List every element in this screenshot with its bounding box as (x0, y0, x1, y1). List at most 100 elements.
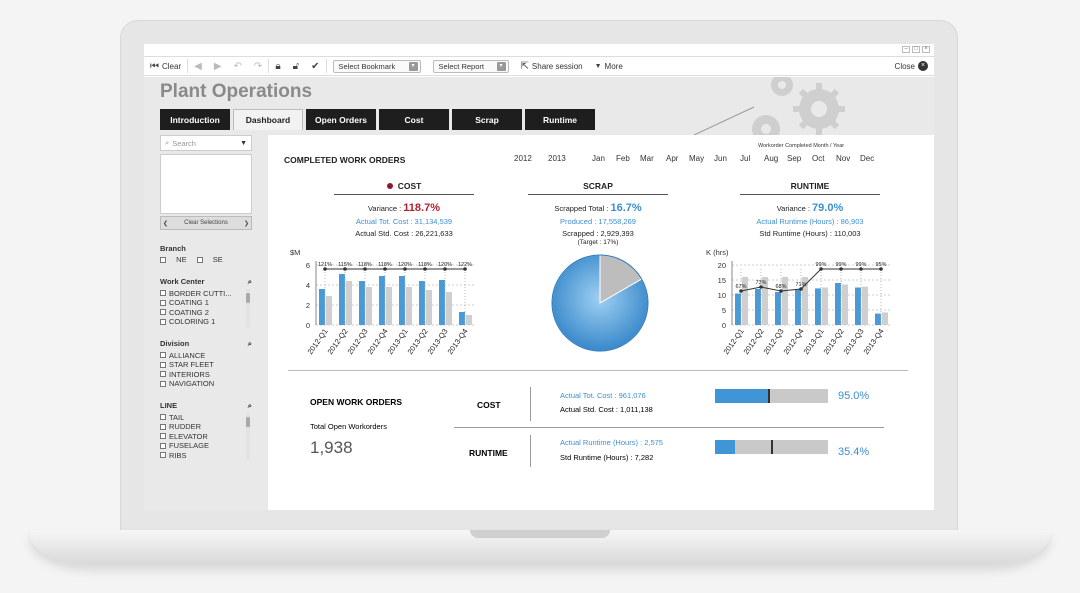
month-filter[interactable]: May (689, 154, 705, 163)
checkbox[interactable] (160, 361, 166, 368)
ratio-point (463, 267, 467, 271)
month-filter[interactable]: Nov (836, 154, 851, 163)
bar-standard (762, 277, 768, 325)
y-tick-label: 6 (306, 261, 310, 270)
more-button[interactable]: ▼ More (594, 61, 623, 71)
checkbox[interactable] (160, 256, 166, 263)
list-item[interactable]: COATING 1 (160, 298, 252, 308)
list-item[interactable]: NAVIGATION (160, 379, 252, 389)
back-icon[interactable]: ◀ (194, 60, 202, 72)
branch-filter: Branch NE SE (160, 244, 223, 265)
search-icon[interactable]: ⌕ (247, 276, 252, 286)
window-close-icon[interactable]: × (922, 46, 930, 53)
progress-marker (768, 389, 770, 403)
list-item[interactable]: ALLIANCE (160, 351, 252, 361)
scrap-target: (Target : 17%) (577, 239, 619, 246)
checkbox[interactable] (196, 256, 203, 263)
runtime-percentage: 35.4% (838, 446, 870, 458)
tab-introduction[interactable]: Introduction (160, 109, 230, 130)
checkbox[interactable] (160, 433, 166, 440)
month-filter[interactable]: Jun (714, 154, 727, 163)
checkbox[interactable] (160, 423, 166, 430)
tab-runtime[interactable]: Runtime (525, 109, 595, 130)
month-filter[interactable]: Sep (787, 154, 802, 163)
checkbox[interactable] (160, 309, 166, 316)
list-item[interactable]: RIBS (160, 451, 252, 461)
scrap-pie-chart (551, 254, 649, 352)
clear-button[interactable]: ⏮ Clear (150, 60, 182, 72)
tab-open-orders[interactable]: Open Orders (306, 109, 376, 130)
bar-actual (795, 289, 801, 325)
branch-option-ne[interactable]: NE (160, 255, 187, 265)
list-item[interactable]: INTERIORS (160, 370, 252, 380)
forward-icon[interactable]: ▶ (213, 60, 222, 72)
divider (530, 387, 531, 421)
ratio-label: 115% (338, 262, 352, 268)
list-item[interactable]: STAR FLEET (160, 360, 252, 370)
lock-icon[interactable]: 🔒︎ (275, 60, 281, 72)
check-icon[interactable]: ✔ (311, 60, 320, 72)
year-filter[interactable]: 2013 (548, 154, 566, 163)
checkbox[interactable] (160, 290, 166, 297)
bar-standard (802, 277, 808, 325)
month-filter[interactable]: Oct (812, 154, 825, 163)
status-dot-icon (386, 183, 393, 189)
checkbox[interactable] (160, 414, 166, 421)
select-bookmark-dropdown[interactable]: Select Bookmark ▾ (332, 59, 421, 73)
month-filter[interactable]: Mar (640, 154, 654, 163)
list-item[interactable]: RUDDER (160, 422, 252, 432)
tab-scrap[interactable]: Scrap (452, 109, 522, 130)
month-filter[interactable]: Apr (666, 154, 679, 163)
checkbox[interactable] (160, 299, 166, 306)
bar-standard (366, 287, 372, 325)
list-item[interactable]: COLORING 1 (160, 317, 252, 327)
cost-bar-chart: $M02462012-Q12012-Q22012-Q32012-Q42013-Q… (290, 248, 476, 356)
checkbox[interactable] (160, 371, 166, 378)
checkbox[interactable] (160, 442, 166, 449)
checkbox[interactable] (160, 452, 166, 459)
bar-standard (842, 284, 848, 325)
year-filter[interactable]: 2012 (514, 154, 532, 163)
chevron-down-icon: ▼ (240, 139, 247, 147)
checkbox[interactable] (160, 352, 166, 359)
open-work-orders-count: 1,938 (310, 438, 353, 457)
redo-icon[interactable]: ↷ (253, 60, 263, 72)
checkbox[interactable] (160, 318, 166, 325)
next-arrow-icon[interactable]: ❯ (243, 220, 249, 227)
list-item[interactable]: ELEVATOR (160, 432, 252, 442)
list-item[interactable]: COATING 2 (160, 308, 252, 318)
divider (288, 370, 908, 371)
checkbox[interactable] (160, 380, 166, 387)
search-icon[interactable]: ⌕ (247, 400, 252, 410)
share-session-button[interactable]: ⇱ Share session (520, 60, 583, 72)
list-item[interactable]: FUSELAGE (160, 441, 252, 451)
clear-selections-button[interactable]: Clear Selections (184, 220, 228, 226)
tab-dashboard[interactable]: Dashboard (233, 109, 303, 130)
select-report-dropdown[interactable]: Select Report ▾ (432, 59, 509, 73)
search-icon[interactable]: ⌕ (247, 338, 252, 348)
month-filter[interactable]: Dec (860, 154, 875, 163)
scrollbar[interactable] (246, 288, 250, 327)
minimize-icon[interactable]: – (902, 46, 910, 53)
ratio-point (403, 267, 407, 271)
search-input[interactable]: ⌕ Search ▼ (160, 135, 252, 151)
progress-marker (771, 440, 773, 454)
list-item[interactable]: TAIL (160, 413, 252, 423)
month-filter[interactable]: Jul (740, 154, 751, 163)
close-button[interactable]: Close × (889, 57, 934, 75)
scrollbar[interactable] (246, 412, 250, 460)
screen: – □ × ⏮ Clear ◀ ▶ ↶ ↷ 🔒︎ 🔓︎ ✔ Select Boo… (144, 44, 934, 510)
undo-icon[interactable]: ↶ (233, 60, 242, 72)
unlock-icon[interactable]: 🔓︎ (292, 60, 300, 72)
branch-option-se[interactable]: SE (196, 255, 223, 265)
bar-actual (439, 280, 445, 325)
month-filter[interactable]: Aug (764, 154, 779, 163)
prev-arrow-icon[interactable]: ❮ (163, 220, 169, 227)
list-item[interactable]: BORDER CUTTI... (160, 289, 252, 299)
maximize-icon[interactable]: □ (912, 46, 920, 53)
ratio-point (363, 267, 367, 271)
month-filter[interactable]: Jan (592, 154, 605, 163)
month-filter[interactable]: Feb (616, 154, 630, 163)
bar-actual (379, 276, 385, 325)
tab-cost[interactable]: Cost (379, 109, 449, 130)
